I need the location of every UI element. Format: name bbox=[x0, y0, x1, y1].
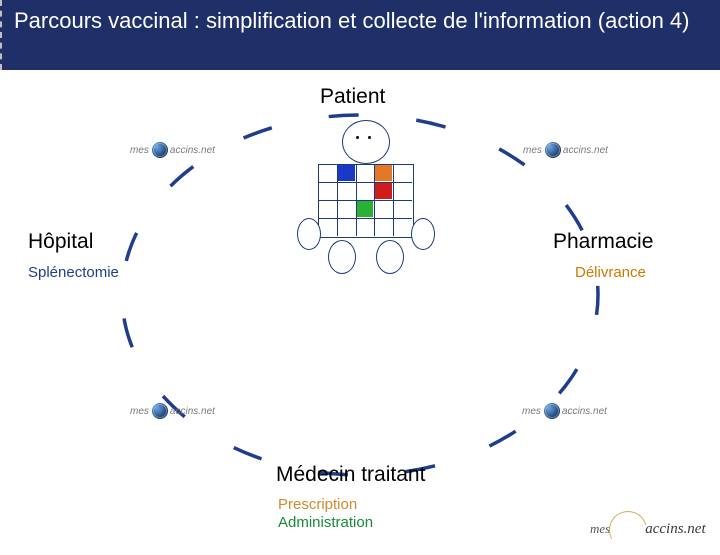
node-doctor-sub1: Prescription bbox=[278, 496, 357, 513]
mesvaccins-logo-icon: mes accins.net bbox=[522, 403, 607, 419]
globe-icon bbox=[613, 515, 641, 543]
logo-text-right: accins.net bbox=[562, 406, 607, 417]
title-banner: Parcours vaccinal : simplification et co… bbox=[0, 0, 720, 70]
node-doctor-label: Médecin traitant bbox=[276, 463, 425, 487]
node-pharmacy-sub: Délivrance bbox=[575, 264, 646, 281]
diagram-stage: Patient Hôpital Splénectomie Pharmacie D… bbox=[0, 70, 720, 540]
node-patient-label: Patient bbox=[320, 85, 385, 109]
page-title: Parcours vaccinal : simplification et co… bbox=[2, 0, 720, 43]
node-pharmacy-label: Pharmacie bbox=[553, 230, 653, 254]
mesvaccins-logo-icon: mes accins.net bbox=[523, 142, 608, 158]
logo-text-left: mes bbox=[523, 145, 542, 156]
globe-icon bbox=[152, 403, 168, 419]
globe-icon bbox=[545, 142, 561, 158]
globe-icon bbox=[544, 403, 560, 419]
node-doctor-sub2: Administration bbox=[278, 514, 373, 531]
mesvaccins-logo-icon: mes accins.net bbox=[130, 403, 215, 419]
logo-text-left: mes bbox=[522, 406, 541, 417]
logo-text-right: accins.net bbox=[170, 145, 215, 156]
footer-logo-text-left: mes bbox=[590, 521, 610, 537]
logo-text-right: accins.net bbox=[563, 145, 608, 156]
patient-figure bbox=[302, 120, 432, 280]
logo-text-left: mes bbox=[130, 406, 149, 417]
logo-text-right: accins.net bbox=[170, 406, 215, 417]
footer-logo-text-right: accins.net bbox=[645, 521, 705, 538]
globe-icon bbox=[152, 142, 168, 158]
mesvaccins-logo-icon: mes accins.net bbox=[130, 142, 215, 158]
logo-text-left: mes bbox=[130, 145, 149, 156]
node-hospital-label: Hôpital bbox=[28, 230, 93, 254]
node-hospital-sub: Splénectomie bbox=[28, 264, 119, 281]
mesvaccins-footer-logo: mes accins.net bbox=[590, 515, 706, 543]
